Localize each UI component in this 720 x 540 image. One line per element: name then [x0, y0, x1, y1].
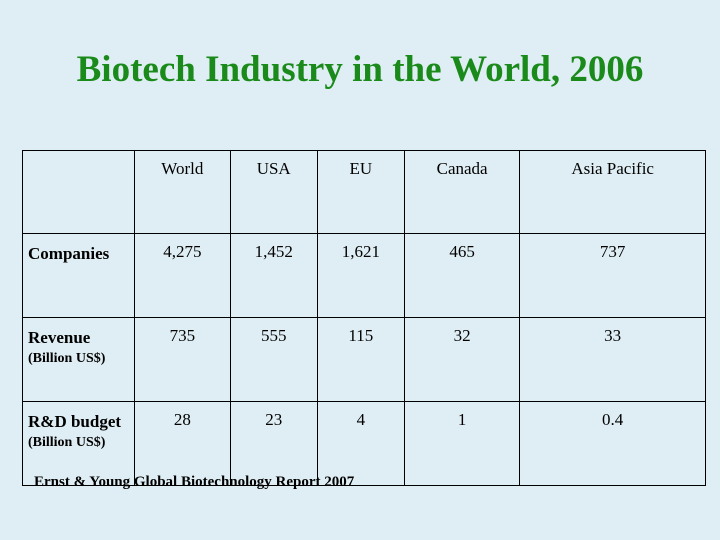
header-usa: USA [229, 150, 318, 234]
slide-title: Biotech Industry in the World, 2006 [76, 49, 644, 90]
row-label-rd-budget: R&D budget (Billion US$) [22, 401, 135, 486]
cell-value: 33 [519, 317, 706, 402]
row-label-text: Revenue [28, 328, 91, 347]
cell-value: 1,621 [316, 233, 405, 318]
source-citation: Ernst & Young Global Biotechnology Repor… [34, 474, 355, 490]
table-header-row: World USA EU Canada Asia Pacific [22, 150, 706, 234]
row-sublabel: (Billion US$) [28, 351, 106, 366]
cell-value: 737 [519, 233, 706, 318]
header-canada: Canada [403, 150, 521, 234]
table-row-revenue: Revenue (Billion US$) 735 555 115 32 33 [22, 317, 706, 402]
cell-value: 32 [403, 317, 521, 402]
row-label-companies: Companies [22, 233, 135, 318]
row-label-text: R&D budget [28, 412, 122, 431]
cell-value: 0.4 [519, 401, 706, 486]
header-world: World [134, 150, 231, 234]
cell-value: 4,275 [134, 233, 231, 318]
row-label-text: Companies [28, 244, 110, 263]
cell-value: 1 [403, 401, 521, 486]
header-eu: EU [316, 150, 405, 234]
cell-value: 4 [316, 401, 405, 486]
cell-value: 23 [229, 401, 318, 486]
row-label-revenue: Revenue (Billion US$) [22, 317, 135, 402]
row-sublabel: (Billion US$) [28, 435, 106, 450]
cell-value: 555 [229, 317, 318, 402]
header-empty-cell [22, 150, 135, 234]
cell-value: 28 [134, 401, 231, 486]
header-asia-pacific: Asia Pacific [519, 150, 706, 234]
table-row-companies: Companies 4,275 1,452 1,621 465 737 [22, 233, 706, 318]
cell-value: 115 [316, 317, 405, 402]
cell-value: 465 [403, 233, 521, 318]
cell-value: 1,452 [229, 233, 318, 318]
table-row-rd-budget: R&D budget (Billion US$) 28 23 4 1 0.4 [22, 401, 706, 486]
biotech-industry-table: World USA EU Canada Asia Pacific Compani… [22, 150, 706, 486]
cell-value: 735 [134, 317, 231, 402]
